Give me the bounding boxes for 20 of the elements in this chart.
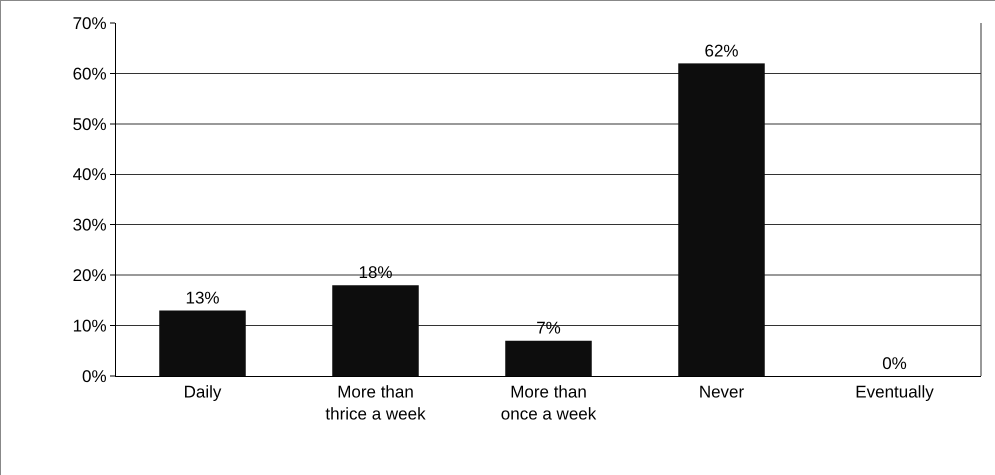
data-label: 62% <box>704 41 739 60</box>
y-tick-label: 40% <box>72 165 107 184</box>
x-tick-label: More than thrice a week <box>325 382 426 424</box>
y-tick-label: 10% <box>72 316 107 336</box>
y-tick-label: 60% <box>72 64 107 84</box>
x-tick-label: Eventually <box>855 382 934 402</box>
bar <box>505 340 592 376</box>
x-tick-label: Daily <box>184 382 222 402</box>
bar <box>678 63 765 376</box>
y-tick-label: 30% <box>72 216 107 235</box>
y-tick-label: 50% <box>72 114 107 134</box>
y-tick-label: 20% <box>72 266 107 286</box>
data-label: 13% <box>185 288 220 308</box>
x-tick-label: More than once a week <box>500 382 597 424</box>
y-tick-label: 0% <box>82 366 107 386</box>
y-tick-label: 70% <box>72 14 107 33</box>
bar <box>159 310 246 376</box>
data-label: 0% <box>882 354 907 373</box>
x-tick-label: Never <box>698 382 745 402</box>
bar <box>332 285 419 376</box>
